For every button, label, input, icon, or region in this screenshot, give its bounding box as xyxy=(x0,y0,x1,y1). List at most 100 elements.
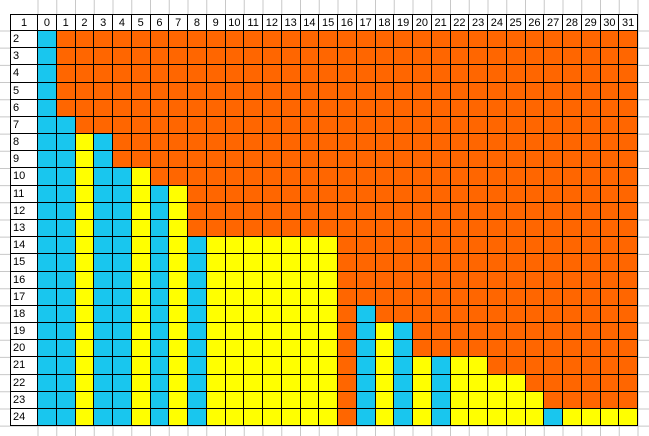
grid-cell-yellow xyxy=(75,254,95,272)
grid-cell-orange xyxy=(375,185,395,203)
grid-cell-orange xyxy=(544,305,563,324)
grid-cell-orange xyxy=(525,237,545,255)
grid-cell-orange xyxy=(356,254,376,272)
grid-cell-orange xyxy=(544,271,563,289)
grid-cell-blue xyxy=(188,340,207,358)
row-header: 20 xyxy=(10,340,38,358)
grid-cell-blue xyxy=(94,151,113,169)
grid-cell-orange xyxy=(450,116,470,135)
grid-cell-blue xyxy=(38,340,57,358)
grid-cell-orange xyxy=(563,99,582,117)
grid-cell-blue xyxy=(94,288,113,306)
grid-cell-yellow xyxy=(75,185,95,203)
grid-cell-orange xyxy=(563,202,582,220)
grid-cell-yellow xyxy=(375,323,395,341)
grid-cell-yellow xyxy=(469,374,488,392)
grid-cell-blue xyxy=(94,374,113,392)
grid-cell-orange xyxy=(244,65,263,83)
grid-cell-orange xyxy=(488,340,507,358)
grid-cell-orange xyxy=(281,116,301,135)
grid-cell-orange xyxy=(281,65,301,83)
grid-cell-orange xyxy=(488,134,507,152)
grid-cell-orange xyxy=(506,357,526,375)
grid-cell-orange xyxy=(544,116,563,135)
grid-cell-blue xyxy=(188,323,207,341)
grid-cell-orange xyxy=(356,271,376,289)
grid-cell-orange xyxy=(150,48,170,66)
grid-cell-orange xyxy=(113,99,132,117)
grid-cell-orange xyxy=(375,271,395,289)
grid-cell-orange xyxy=(600,116,620,135)
grid-cell-orange xyxy=(581,168,601,186)
grid-cell-orange xyxy=(450,271,470,289)
grid-cell-yellow xyxy=(206,408,226,427)
grid-cell-orange xyxy=(188,82,207,100)
grid-cell-orange xyxy=(506,65,526,83)
grid-cell-orange xyxy=(450,31,470,49)
grid-cell-yellow xyxy=(75,168,95,186)
row-header: 15 xyxy=(10,254,38,272)
grid-cell-blue xyxy=(94,202,113,220)
grid-cell-orange xyxy=(206,219,226,238)
grid-cell-yellow xyxy=(281,288,301,306)
grid-cell-orange xyxy=(431,323,451,341)
grid-cell-yellow xyxy=(244,340,263,358)
grid-cell-orange xyxy=(94,116,113,135)
grid-cell-yellow xyxy=(319,237,338,255)
grid-cell-orange xyxy=(413,48,432,66)
column-header: 20 xyxy=(413,14,432,31)
grid-cell-orange xyxy=(375,134,395,152)
grid-cell-blue xyxy=(113,323,132,341)
grid-cell-orange xyxy=(431,202,451,220)
grid-cell-orange xyxy=(338,151,357,169)
grid-cell-blue xyxy=(150,288,170,306)
grid-cell-yellow xyxy=(413,374,432,392)
grid-cell-orange xyxy=(131,134,151,152)
grid-cell-orange xyxy=(544,168,563,186)
grid-cell-orange xyxy=(525,305,545,324)
grid-cell-orange xyxy=(394,116,413,135)
grid-cell-orange xyxy=(431,31,451,49)
column-header: 2 xyxy=(75,14,95,31)
grid-cell-orange xyxy=(450,65,470,83)
grid-cell-orange xyxy=(619,99,638,117)
grid-cell-orange xyxy=(431,254,451,272)
row-header: 7 xyxy=(10,116,38,135)
grid-cell-orange xyxy=(94,48,113,66)
grid-cell-yellow xyxy=(244,271,263,289)
grid-cell-orange xyxy=(431,65,451,83)
grid-cell-orange xyxy=(506,254,526,272)
grid-cell-orange xyxy=(263,99,282,117)
grid-cell-orange xyxy=(525,340,545,358)
grid-cell-orange xyxy=(450,305,470,324)
grid-cell-orange xyxy=(56,99,76,117)
grid-cell-orange xyxy=(150,116,170,135)
grid-cell-blue xyxy=(150,374,170,392)
grid-cell-blue xyxy=(431,357,451,375)
grid-cell-blue xyxy=(94,323,113,341)
grid-cell-orange xyxy=(581,82,601,100)
grid-cell-orange xyxy=(206,134,226,152)
grid-cell-orange xyxy=(563,271,582,289)
grid-cell-yellow xyxy=(131,340,151,358)
row-header: 5 xyxy=(10,82,38,100)
grid-cell-blue xyxy=(38,391,57,409)
grid-cell-orange xyxy=(619,288,638,306)
grid-cell-blue xyxy=(188,254,207,272)
row-header: 22 xyxy=(10,374,38,392)
row-header: 24 xyxy=(10,408,38,427)
grid-cell-yellow xyxy=(169,202,188,220)
grid-cell-blue xyxy=(113,340,132,358)
grid-cell-orange xyxy=(281,151,301,169)
grid-cell-orange xyxy=(544,340,563,358)
grid-cell-blue xyxy=(56,357,76,375)
grid-cell-yellow xyxy=(469,357,488,375)
grid-cell-orange xyxy=(431,116,451,135)
grid-cell-orange xyxy=(488,82,507,100)
grid-cell-orange xyxy=(225,185,245,203)
grid-cell-yellow xyxy=(131,391,151,409)
grid-cell-orange xyxy=(206,48,226,66)
grid-cell-orange xyxy=(263,48,282,66)
grid-cell-blue xyxy=(38,254,57,272)
grid-cell-orange xyxy=(113,151,132,169)
